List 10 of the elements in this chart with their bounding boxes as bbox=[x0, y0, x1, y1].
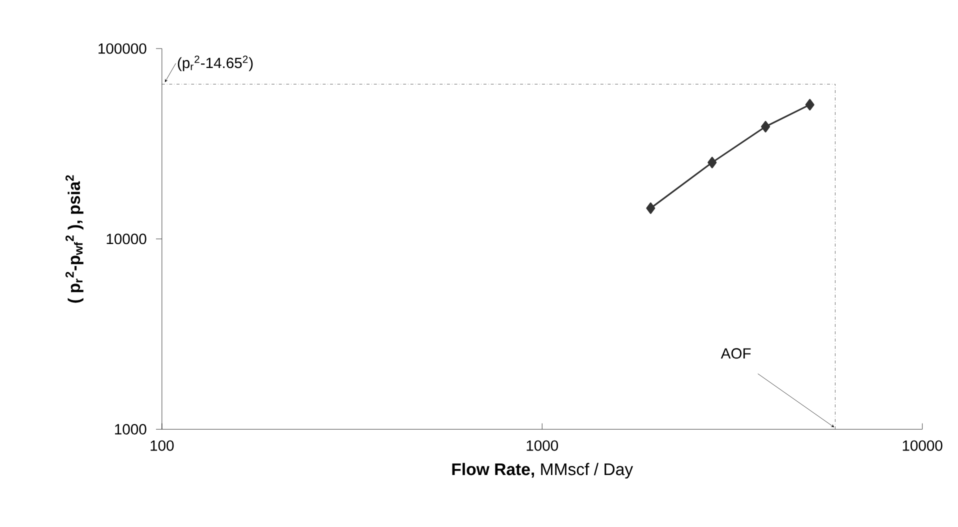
x-axis-title: Flow Rate, MMscf / Day bbox=[452, 462, 634, 478]
x-tick-label: 1000 bbox=[526, 440, 558, 451]
y-tick-label: 1000 bbox=[115, 424, 146, 434]
x-tick-label: 100 bbox=[150, 440, 174, 451]
y-tick-label: 10000 bbox=[106, 233, 146, 244]
ref-line-label: AOF bbox=[720, 348, 751, 358]
x-tick-label: 10000 bbox=[902, 440, 942, 451]
y-axis-title: ( p$_{r}$$^{2}$-p$_{wf}$$^{2}$ ), psia$^{2}$ bbox=[66, 175, 84, 303]
y-tick-label: 100000 bbox=[98, 43, 146, 54]
ref-line-label: (p$_{r}$$^{2}$-14.65$^{2}$) bbox=[178, 55, 253, 71]
